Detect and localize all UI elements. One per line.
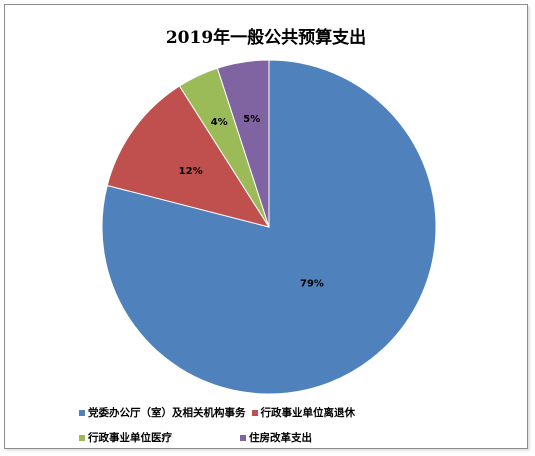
legend-swatch [79,434,85,441]
legend-row: 行政事业单位医疗 住房改革支出 [79,425,439,450]
legend-label: 行政事业单位医疗 [88,432,172,444]
data-label: 79% [300,278,324,289]
pie-slice-housing [216,59,270,228]
legend-swatch [240,434,246,441]
legend: 党委办公厅（室）及相关机构事务 行政事业单位离退休 行政事业单位医疗 住房改革支… [79,400,439,450]
pie-chart: 79% 12% 4% 5% [101,59,437,395]
pie-slice-retirement [106,85,271,228]
legend-swatch [79,409,85,416]
legend-label: 住房改革支出 [249,432,312,444]
legend-label: 党委办公厅（室）及相关机构事务 [88,407,246,419]
legend-item-housing: 住房改革支出 [240,430,312,445]
data-label: 12% [179,166,203,177]
pie-slice-party-affairs [101,59,437,395]
chart-title: 2019年一般公共预算支出 [165,28,367,48]
legend-item-retirement: 行政事业单位离退休 [251,405,356,420]
data-label: 4% [211,117,228,128]
legend-row: 党委办公厅（室）及相关机构事务 行政事业单位离退休 [79,400,439,425]
legend-item-party-affairs: 党委办公厅（室）及相关机构事务 [79,405,246,420]
legend-label: 行政事业单位离退休 [260,407,356,419]
legend-swatch [251,409,258,416]
legend-item-medical: 行政事业单位医疗 [79,430,172,445]
chart-frame: 2019年一般公共预算支出 79% 12% 4% 5% 党委办公厅（室）及相关机构事务… [4,4,528,449]
data-label: 5% [243,114,260,125]
